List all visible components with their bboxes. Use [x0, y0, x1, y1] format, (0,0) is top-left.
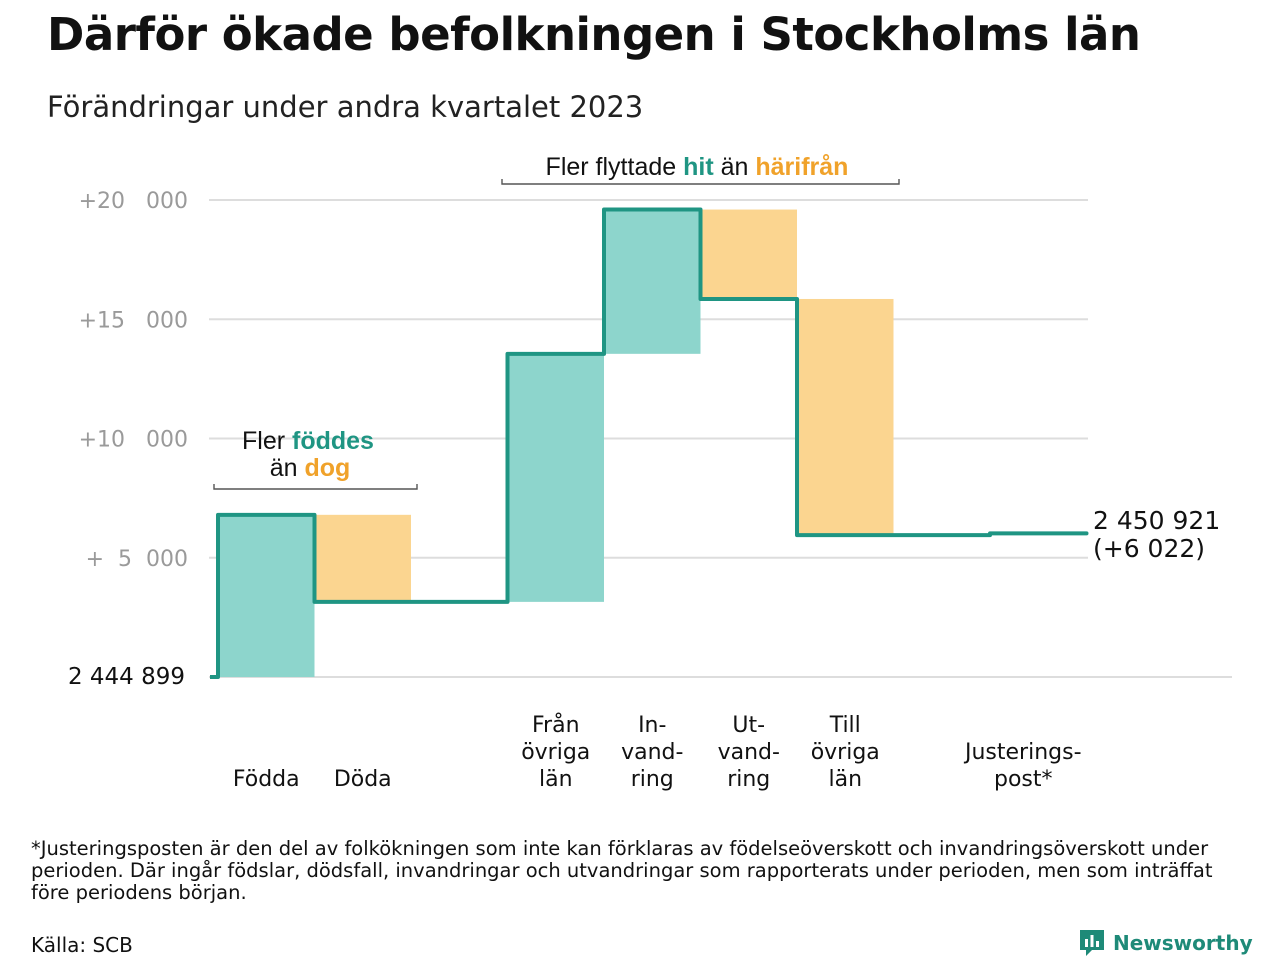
x-category-label: ring	[727, 767, 770, 792]
x-category-label: län	[828, 767, 862, 792]
annotation-births-line2: än dog	[270, 454, 351, 482]
annotation-births-line1: Fler föddes	[242, 427, 374, 455]
footnote: *Justeringsposten är den del av folkökni…	[31, 837, 1213, 904]
annotation-migration-bracket	[501, 179, 900, 185]
waterfall-bars	[218, 209, 894, 677]
x-category-label: Ut-	[732, 713, 765, 738]
x-category-label: övriga	[811, 740, 880, 765]
x-category-label: vand-	[718, 740, 780, 765]
x-category-label: Födda	[233, 767, 300, 792]
base-value-label: 2 444 899	[68, 664, 185, 690]
x-category-label: post*	[994, 767, 1053, 792]
chart-title: Därför ökade befolkningen i Stockholms l…	[47, 8, 1141, 61]
y-tick-labels: + 5 000 +10 000 +15 000 +20 000	[79, 189, 188, 572]
x-category-label: Till	[829, 713, 861, 738]
annotation-migration-text: Fler flyttade hit än härifrån	[546, 153, 849, 181]
y-tick-label: +10 000	[79, 428, 188, 453]
x-category-label: Från	[532, 712, 580, 738]
source-label: Källa: SCB	[31, 933, 133, 957]
x-category-label: vand-	[621, 740, 683, 765]
bar-tillövrigalän	[797, 298, 894, 536]
bar-födda	[218, 514, 315, 677]
y-tick-label: + 5 000	[86, 547, 188, 572]
y-tick-label: +15 000	[79, 308, 188, 333]
x-category-labels: Födda DödaFrånövrigalänIn-vand-ringUt-van…	[233, 712, 1082, 792]
end-value-label: 2 450 921	[1093, 506, 1220, 535]
bar-utvandring	[700, 209, 797, 299]
x-category-label: övriga	[521, 740, 590, 765]
step-line	[210, 207, 1089, 679]
annotation-births: Fler föddes än dog	[213, 427, 418, 490]
waterfall-step-line	[210, 207, 1089, 679]
newsworthy-logo-icon	[1080, 930, 1104, 956]
x-category-label: ring	[631, 767, 674, 792]
brand-name: Newsworthy	[1113, 931, 1253, 955]
annotation-births-bracket	[213, 484, 418, 490]
end-change-label: (+6 022)	[1093, 534, 1205, 563]
x-category-label: Justerings-	[963, 740, 1082, 765]
bar-invandring	[604, 209, 701, 354]
y-tick-label: +20 000	[79, 189, 188, 214]
brand-logo: Newsworthy	[1078, 928, 1253, 958]
grid-lines	[209, 199, 1232, 678]
bar-frånövrigalän	[507, 353, 604, 602]
waterfall-chart: + 5 000 +10 000 +15 000 +20 000 Födda Döda Fr…	[68, 153, 1232, 792]
x-category-label: Döda	[334, 767, 392, 792]
x-category-label: In-	[638, 713, 666, 738]
x-category-label: län	[539, 767, 573, 792]
bar-döda	[314, 514, 411, 602]
annotation-migration: Fler flyttade hit än härifrån	[501, 153, 900, 185]
chart-subtitle: Förändringar under andra kvartalet 2023	[47, 90, 644, 124]
